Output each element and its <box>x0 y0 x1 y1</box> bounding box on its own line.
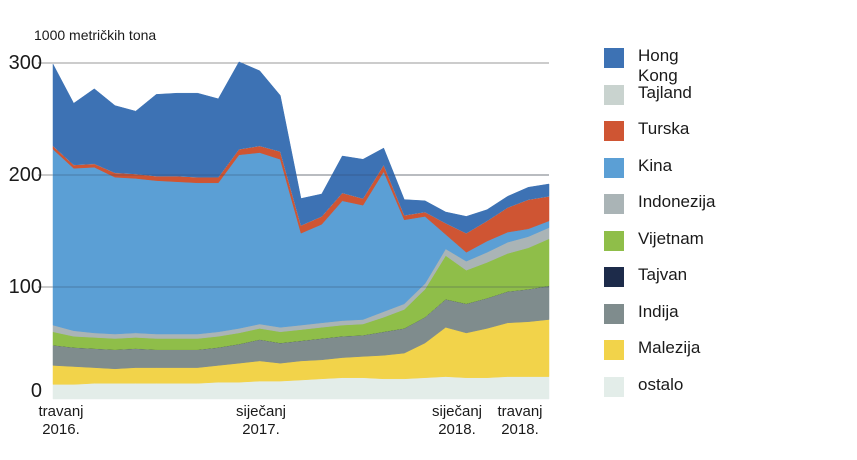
legend-swatch <box>604 303 624 324</box>
x-tick-label: travanj 2018. <box>497 403 543 438</box>
legend-label: Kina <box>638 155 673 175</box>
legend-label: Tajland <box>638 82 692 102</box>
legend-label: Turska <box>638 119 690 138</box>
legend-swatch <box>604 48 624 68</box>
legend-label: Malezija <box>638 338 701 357</box>
y-tick-label: 300 <box>8 52 42 74</box>
legend-swatch <box>604 121 624 141</box>
x-tick-label: travanj 2016. <box>38 403 84 438</box>
legend-label: ostalo <box>638 374 684 394</box>
legend-swatch <box>604 340 624 360</box>
legend-swatch <box>604 230 624 251</box>
legend-swatch <box>604 84 624 105</box>
y-tick-label: 0 <box>30 380 42 402</box>
legend-label: Vijetnam <box>638 228 704 248</box>
legend-swatch <box>604 157 624 178</box>
area-series-hong-kong <box>52 61 550 234</box>
y-axis-unit-label: 1000 metričkih tona <box>34 27 157 43</box>
legend-label: Hong Kong <box>638 46 679 85</box>
legend-label: Indonezija <box>638 192 716 211</box>
legend-label: Tajvan <box>638 265 688 284</box>
x-tick-label: siječanj 2018. <box>431 403 483 438</box>
legend-label: Indija <box>638 301 679 321</box>
legend-swatch <box>604 267 624 287</box>
y-tick-label: 100 <box>8 276 42 298</box>
x-tick-label: siječanj 2017. <box>235 403 287 438</box>
y-tick-label: 200 <box>8 164 42 186</box>
legend-swatch <box>604 194 624 214</box>
legend-swatch <box>604 376 624 397</box>
